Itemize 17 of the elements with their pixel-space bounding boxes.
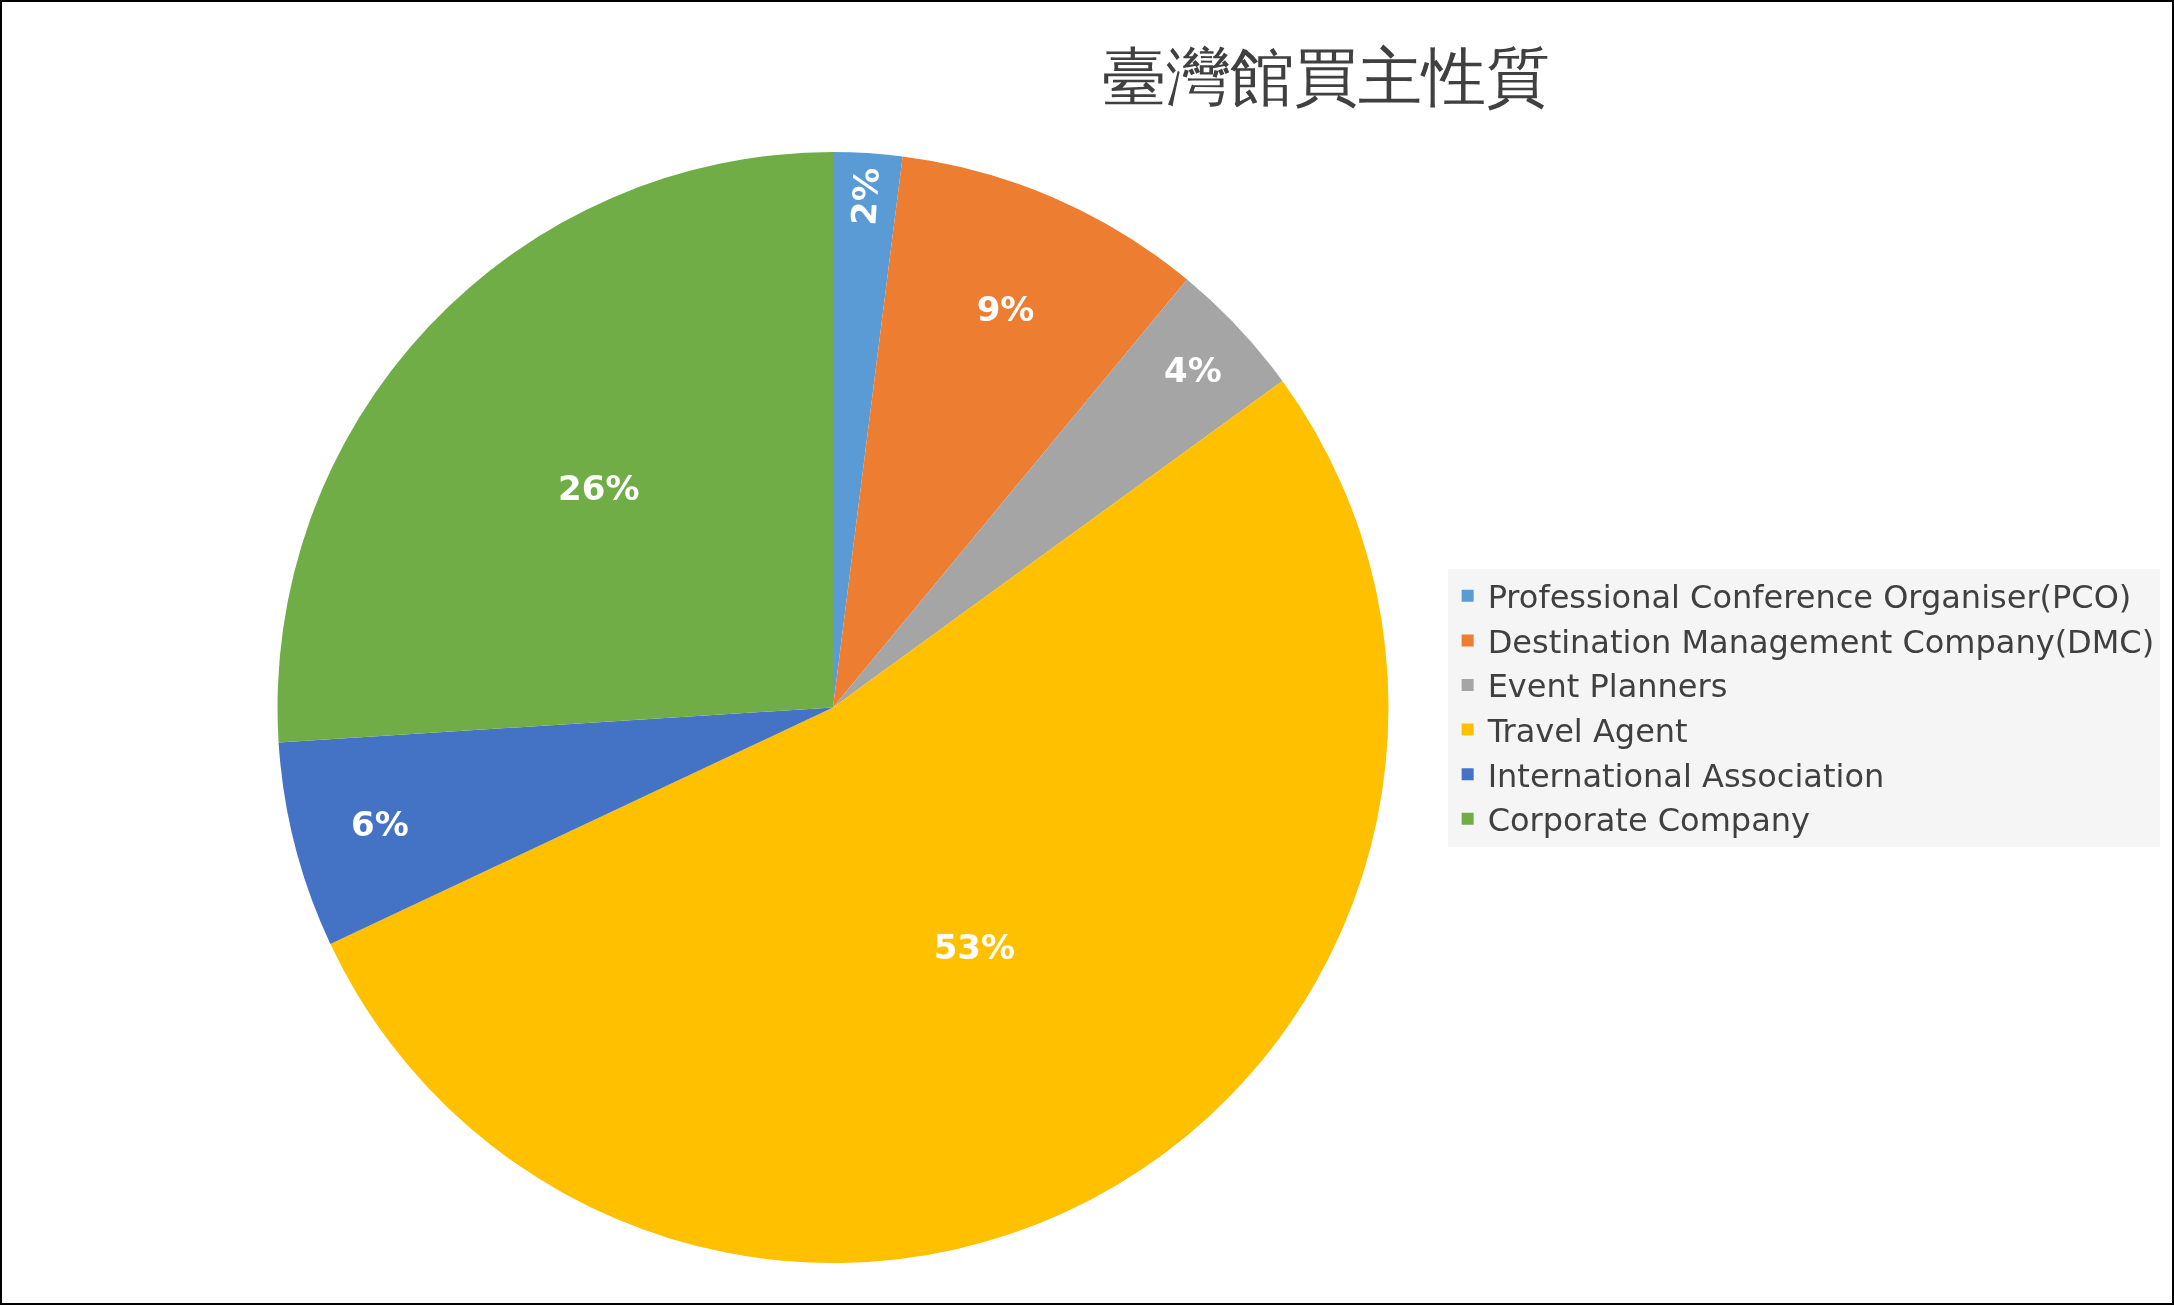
legend-label: Corporate Company — [1487, 801, 1811, 840]
data-label: 2% — [843, 166, 887, 227]
pie-slice — [330, 380, 1389, 1263]
legend-label: Destination Management Company(DMC) — [1487, 622, 2155, 661]
data-label: 6% — [350, 803, 409, 844]
legend-label: Travel Agent — [1486, 712, 1688, 751]
data-label: 4% — [1163, 349, 1222, 390]
data-label: 9% — [976, 288, 1035, 329]
pie-slice — [833, 279, 1283, 708]
pie-slice — [278, 707, 833, 945]
legend-label: Event Planners — [1487, 667, 1728, 706]
data-label: 26% — [558, 467, 640, 508]
pie-slice — [278, 152, 833, 743]
chart-title: 臺灣館買主性質 — [1101, 39, 1550, 114]
legend-label: Professional Conference Organiser(PCO) — [1487, 578, 2132, 617]
data-label: 53% — [933, 926, 1016, 967]
legend-label: International Association — [1487, 756, 1885, 795]
